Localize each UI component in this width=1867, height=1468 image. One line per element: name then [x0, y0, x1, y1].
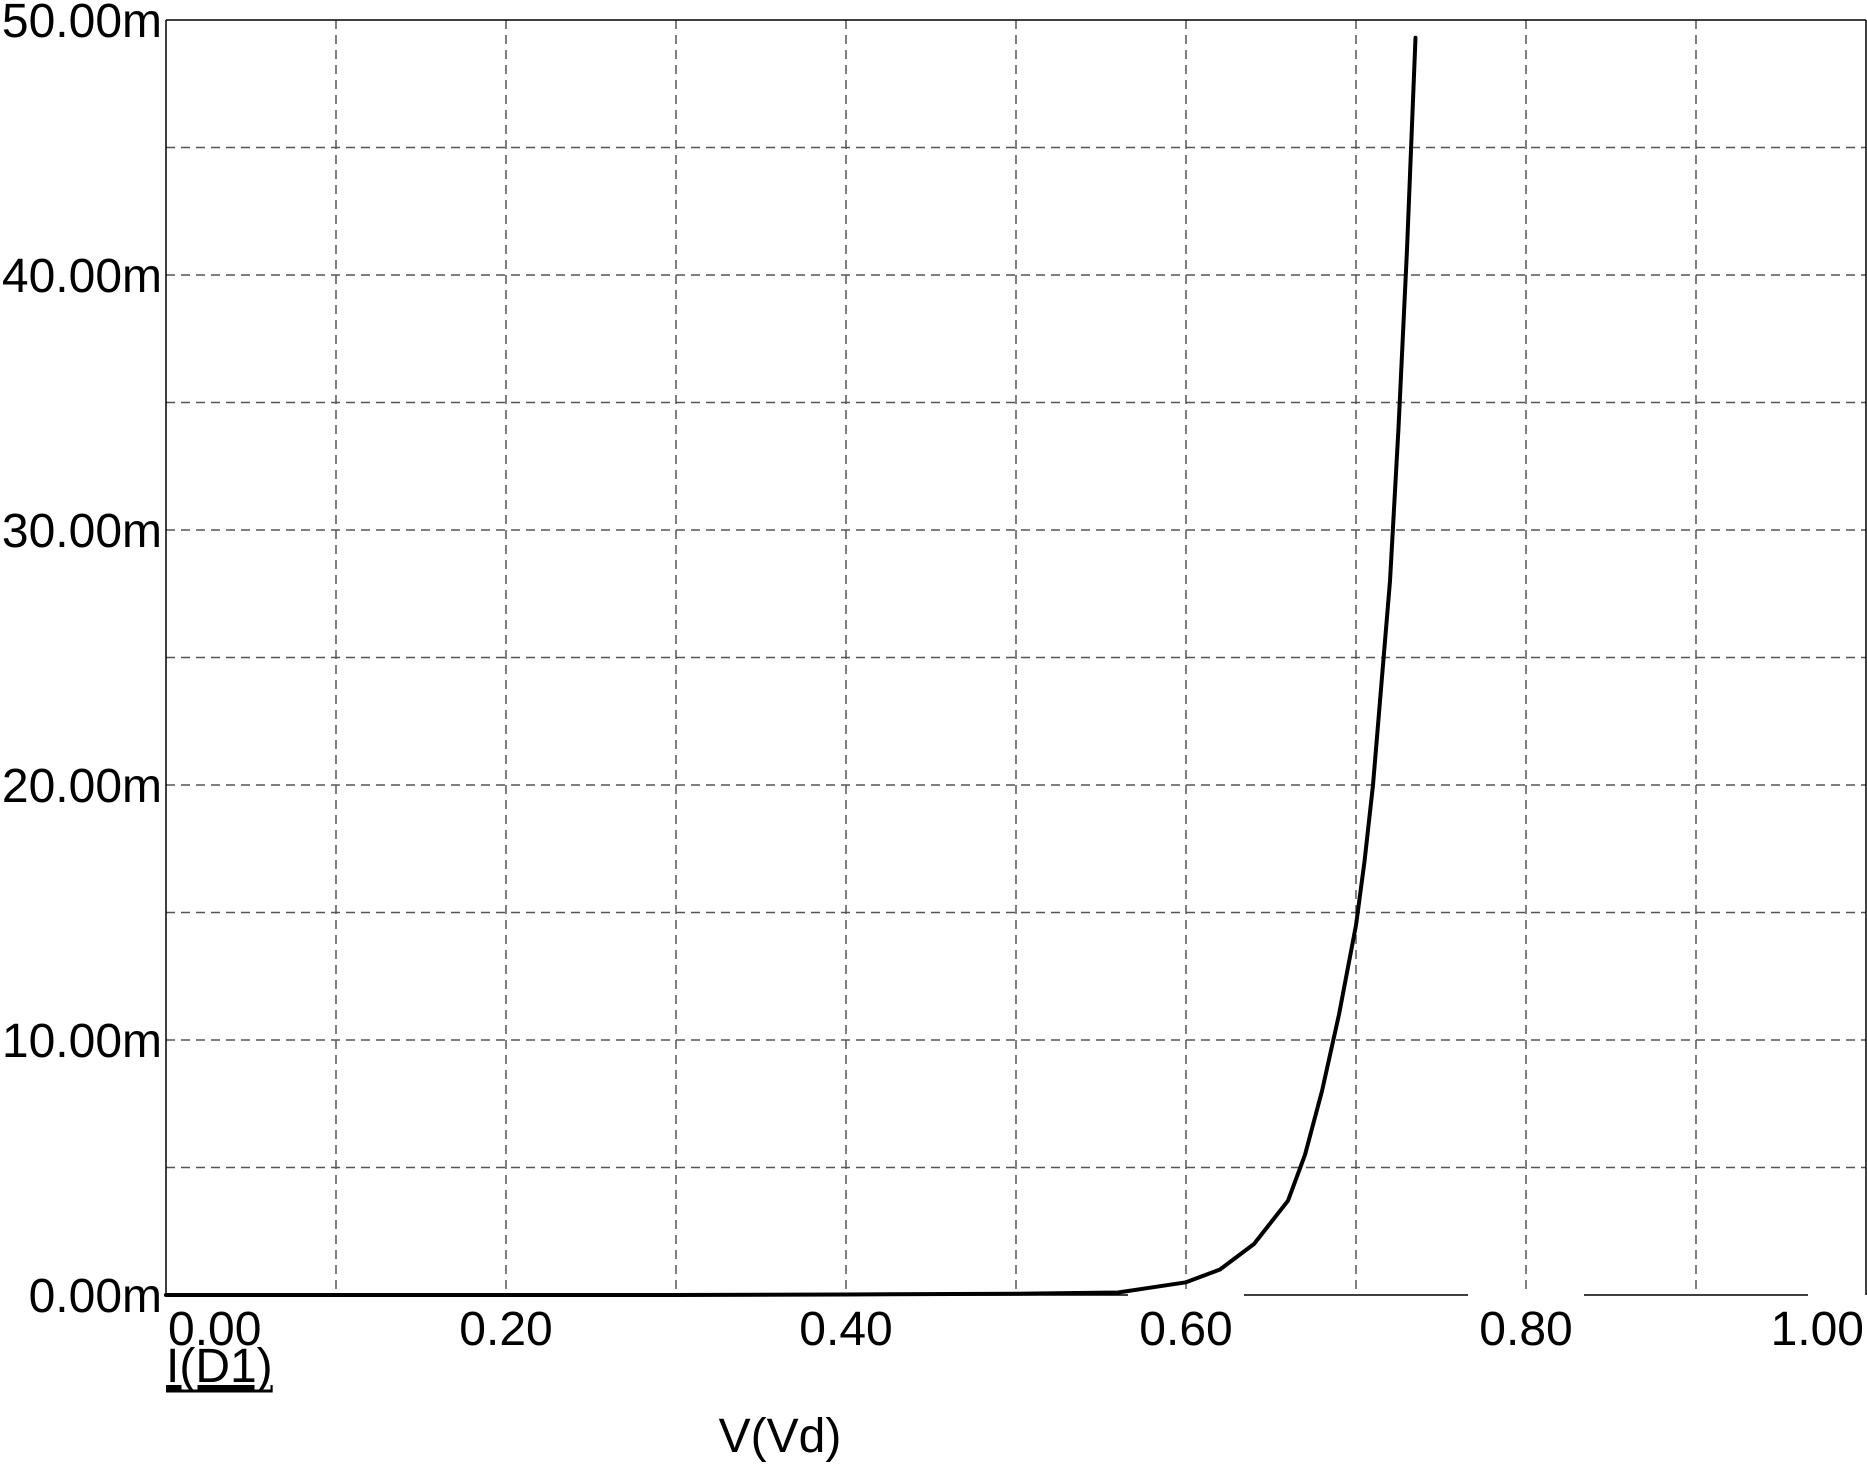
legend: I(D1) — [166, 1340, 273, 1393]
y-tick-label: 10.00m — [2, 1015, 162, 1068]
x-tick-label: 0.60 — [1139, 1303, 1232, 1356]
x-axis-label: V(Vd) — [719, 1410, 842, 1463]
x-tick-label: 0.80 — [1479, 1303, 1572, 1356]
grid-lines — [166, 20, 1866, 1295]
x-tick-label: 0.20 — [459, 1303, 552, 1356]
series-line-i-d1 — [164, 35, 1418, 1297]
y-tick-label: 30.00m — [2, 505, 162, 558]
series-layer — [164, 35, 1418, 1297]
y-tick-label: 0.00m — [29, 1270, 162, 1323]
x-tick-label: 0.40 — [799, 1303, 892, 1356]
y-tick-label: 50.00m — [2, 0, 162, 48]
x-tick-label: 0.00 — [168, 1303, 261, 1356]
y-tick-label: 20.00m — [2, 760, 162, 813]
y-tick-label: 40.00m — [2, 250, 162, 303]
legend-label: I(D1) — [166, 1340, 273, 1393]
x-tick-label: 1.00 — [1771, 1303, 1864, 1356]
